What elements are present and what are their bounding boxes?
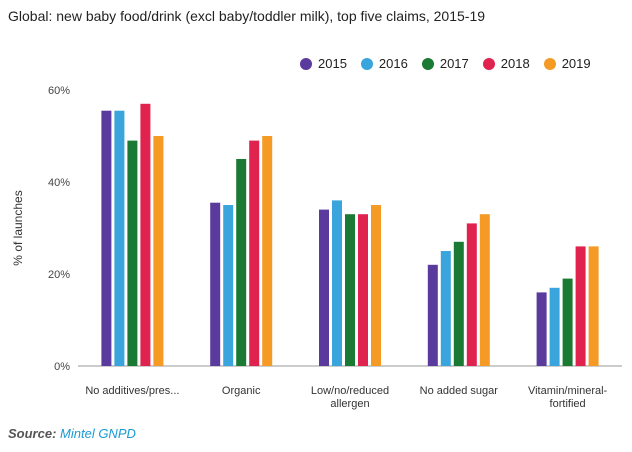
bar-2018 — [358, 214, 368, 366]
legend-swatch — [543, 57, 556, 70]
legend-item-2017: 2017 — [421, 56, 469, 71]
legend-label: 2018 — [500, 56, 530, 71]
bar-2017 — [562, 278, 573, 366]
bar-2015 — [319, 209, 329, 366]
bar-2019 — [262, 136, 273, 366]
legend-item-2019: 2019 — [543, 56, 591, 71]
y-axis-label: % of launches — [11, 190, 25, 265]
bar-2018 — [466, 223, 477, 366]
bar-2017 — [127, 140, 138, 366]
legend-swatch — [421, 57, 434, 70]
bar-2016 — [549, 287, 560, 366]
bar-2015 — [101, 110, 112, 366]
bar-2015 — [427, 264, 438, 366]
bar-2016 — [223, 205, 234, 366]
y-tick-label: 0% — [54, 361, 70, 373]
x-category-label: No added sugar — [420, 385, 499, 397]
source-label: Source: — [8, 426, 57, 441]
legend-item-2015: 2015 — [300, 56, 347, 71]
legend-item-2016: 2016 — [360, 56, 408, 71]
legend-swatch — [360, 57, 373, 70]
x-category-label: Organic — [222, 385, 261, 397]
bar-2019 — [153, 136, 164, 366]
y-tick-label: 60% — [48, 85, 70, 97]
bar-2018 — [249, 140, 260, 366]
legend-item-2018: 2018 — [482, 56, 530, 71]
bar-2019 — [588, 246, 599, 366]
source-note: Source: Mintel GNPD — [8, 426, 136, 441]
source-link[interactable]: Mintel GNPD — [60, 426, 136, 441]
legend-swatch — [482, 57, 495, 70]
chart-legend: 2015 2016 2017 2018 2019 — [300, 56, 605, 71]
x-category-label: allergen — [330, 398, 369, 410]
legend-label: 2015 — [318, 56, 347, 71]
bar-2016 — [440, 251, 451, 366]
bar-2019 — [479, 214, 490, 366]
bar-2016 — [114, 110, 125, 366]
legend-swatch — [300, 57, 312, 70]
bar-2015 — [210, 202, 221, 366]
x-category-label: Low/no/reduced — [311, 385, 389, 397]
legend-label: 2017 — [439, 56, 469, 71]
bar-2018 — [140, 103, 151, 367]
x-category-label: Vitamin/mineral- — [528, 385, 608, 397]
bar-2017 — [453, 241, 464, 366]
bar-2015 — [536, 292, 547, 366]
y-tick-label: 20% — [48, 269, 70, 281]
bar-2016 — [332, 200, 342, 366]
bar-2017 — [345, 214, 355, 366]
legend-label: 2019 — [561, 56, 591, 71]
chart-title: Global: new baby food/drink (excl baby/t… — [8, 8, 486, 24]
y-tick-label: 40% — [48, 177, 70, 189]
bar-2018 — [575, 246, 586, 366]
x-category-label: fortified — [550, 398, 586, 410]
bar-2017 — [236, 159, 247, 366]
legend-label: 2016 — [378, 56, 408, 71]
x-category-label: No additives/pres... — [85, 385, 179, 397]
bar-2019 — [371, 205, 381, 366]
